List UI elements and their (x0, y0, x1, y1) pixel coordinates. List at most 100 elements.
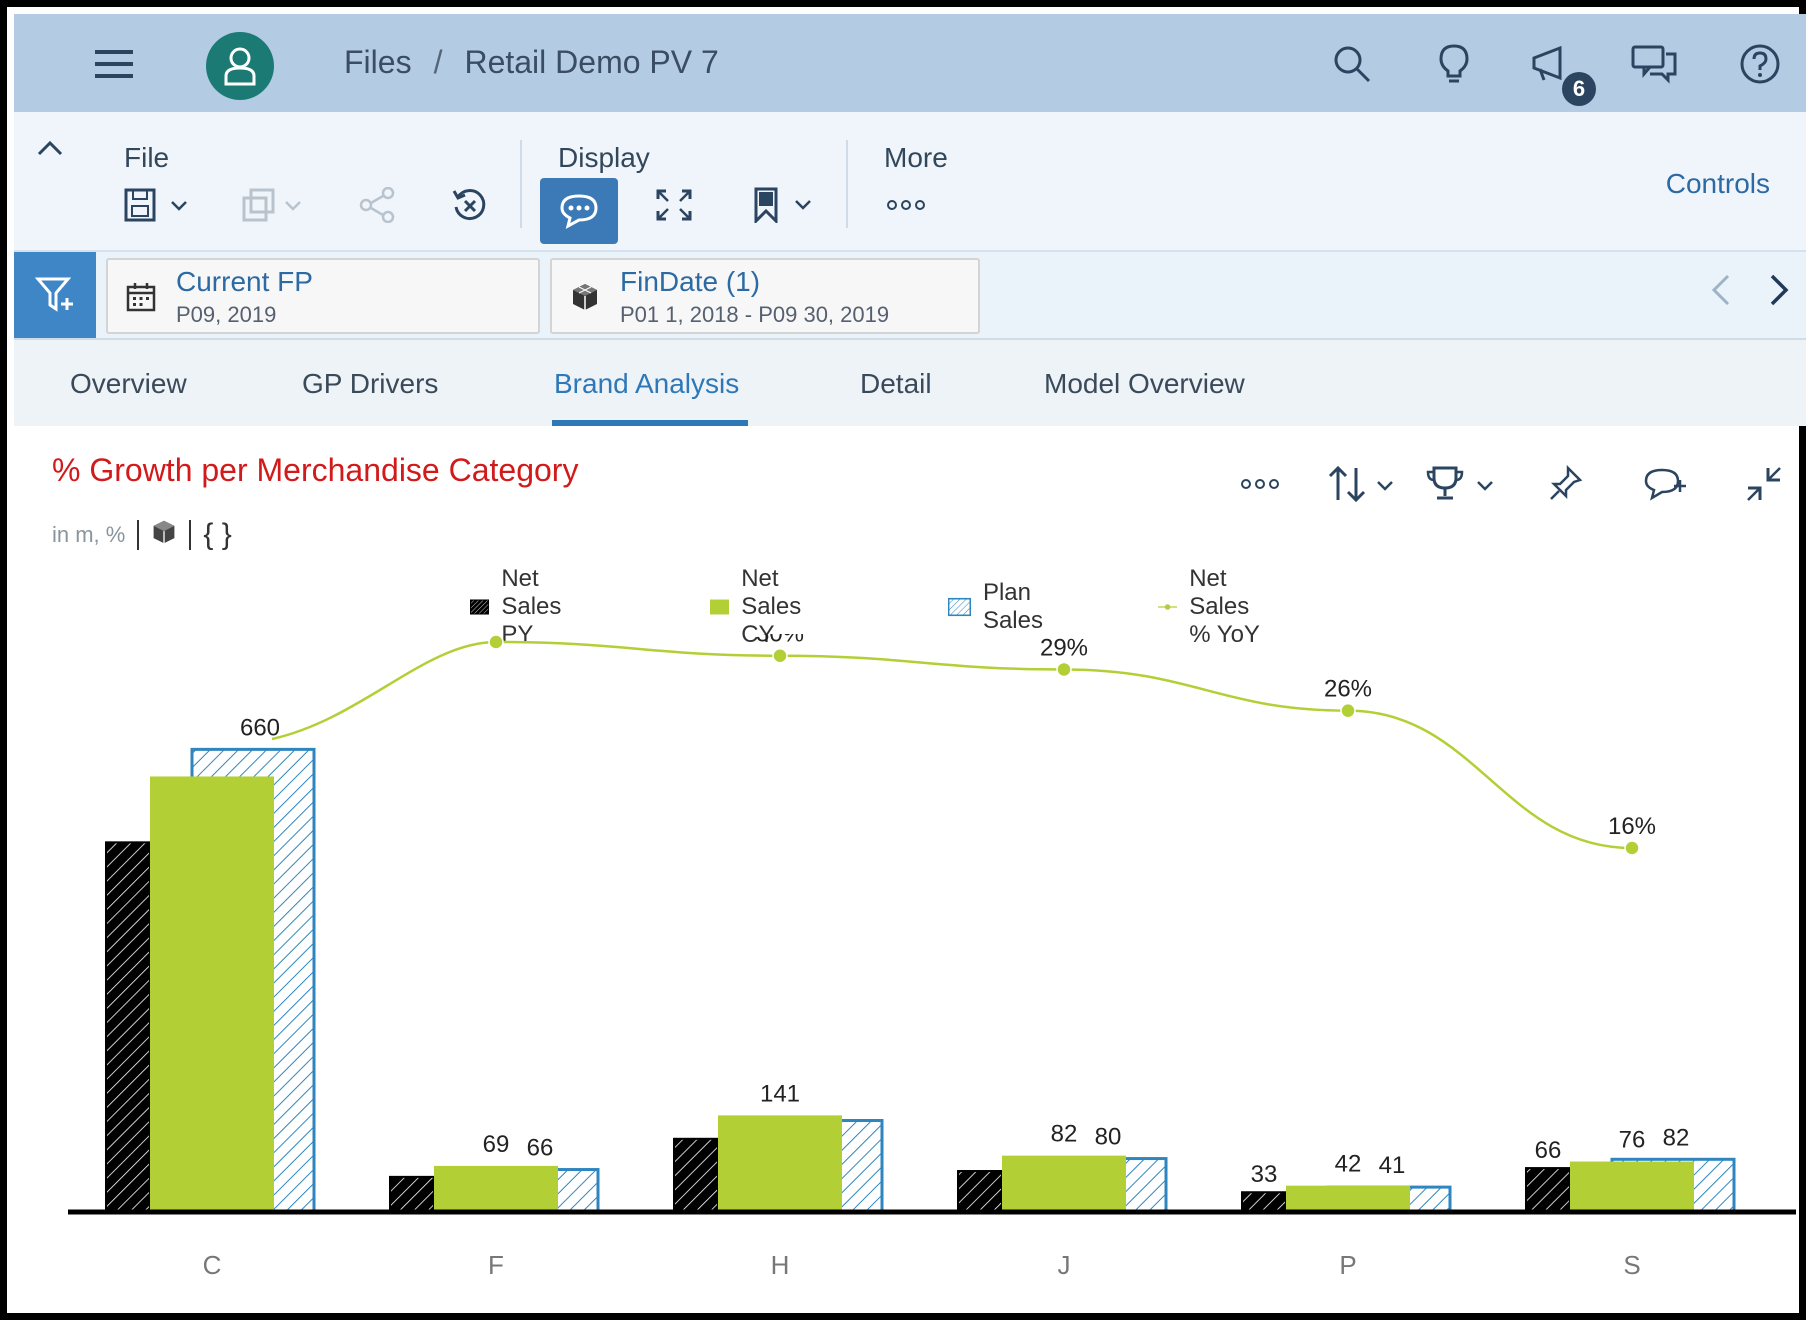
model-cube-icon (151, 519, 177, 551)
user-avatar[interactable] (206, 32, 274, 100)
bookmark-button[interactable] (750, 180, 818, 230)
data-label-py: 66 (1535, 1137, 1562, 1164)
line-point-yoy (488, 634, 504, 650)
subtitle-divider (189, 520, 192, 550)
bar-net-sales-cy (434, 1165, 558, 1212)
toolbar-divider (846, 140, 848, 228)
scroll-left-icon[interactable] (1708, 272, 1732, 318)
data-label-cy: 141 (760, 1080, 800, 1107)
add-comment-icon[interactable] (1642, 462, 1688, 506)
bar-net-sales-py (957, 1170, 1003, 1213)
x-tick-label: F (488, 1250, 504, 1280)
more-options-icon[interactable] (886, 180, 926, 230)
data-label-plan: 660 (240, 714, 280, 741)
user-icon (224, 47, 256, 86)
toolbar: File Display More Controls (14, 112, 1806, 252)
more-section-label: More (884, 142, 948, 173)
copy-button[interactable] (242, 180, 306, 230)
chat-icon[interactable] (1628, 38, 1680, 90)
tab-overview[interactable]: Overview (70, 368, 187, 399)
calendar-icon (126, 282, 156, 317)
data-label-py: 33 (1251, 1161, 1278, 1188)
comment-mode-button[interactable] (540, 178, 618, 244)
line-net-sales-yoy (271, 640, 1633, 850)
menu-icon[interactable] (88, 38, 140, 90)
breadcrumb-files[interactable]: Files (344, 44, 412, 80)
tab-gp-drivers[interactable]: GP Drivers (302, 368, 439, 399)
bar-net-sales-cy (1570, 1161, 1694, 1212)
filter-token-findate[interactable]: FinDate (1) P01 1, 2018 - P09 30, 2019 (550, 258, 980, 334)
data-label-yoy: 16% (1608, 813, 1656, 840)
bar-net-sales-py (1525, 1167, 1571, 1214)
x-tick-label: S (1623, 1250, 1640, 1280)
bar-net-sales-py (105, 841, 151, 1213)
data-label-plan: 82 (1663, 1124, 1690, 1151)
app-container: Files / Retail Demo PV 7 6 File (14, 14, 1806, 1320)
collapse-view-icon[interactable] (1744, 462, 1784, 506)
data-label-plan: 41 (1379, 1152, 1406, 1179)
chart-more-icon[interactable] (1240, 462, 1280, 506)
legend-label: Net Sales % YoY (1189, 565, 1260, 648)
ranking-trophy-icon[interactable] (1426, 462, 1498, 506)
bar-net-sales-cy (718, 1115, 842, 1212)
bar-net-sales-cy (150, 776, 274, 1212)
filter-value: P01 1, 2018 - P09 30, 2019 (620, 302, 890, 327)
data-label-cy: 42 (1335, 1151, 1362, 1178)
bar-net-sales-py (1241, 1191, 1287, 1214)
controls-button[interactable]: Controls (1665, 168, 1770, 199)
line-point-yoy (1624, 840, 1640, 856)
x-tick-label: P (1339, 1250, 1356, 1280)
breadcrumb-current: Retail Demo PV 7 (464, 44, 719, 80)
filter-value: P09, 2019 (176, 302, 277, 327)
data-label-yoy: 26% (1324, 676, 1372, 703)
data-label-plan: 80 (1095, 1124, 1122, 1151)
filter-token-current-fp[interactable]: Current FP P09, 2019 (106, 258, 540, 334)
breadcrumb-separator: / (433, 44, 443, 80)
legend-item-net-sales-yoy[interactable]: Net Sales % YoY (1158, 565, 1272, 648)
scroll-right-icon[interactable] (1768, 272, 1792, 318)
fullscreen-icon[interactable] (654, 180, 694, 230)
legend-item-net-sales-cy[interactable]: Net Sales CY (710, 565, 818, 648)
subtitle-divider (137, 520, 140, 550)
filter-title: Current FP (176, 266, 313, 297)
share-icon[interactable] (358, 180, 398, 230)
line-point-yoy (1340, 702, 1356, 719)
search-icon[interactable] (1326, 38, 1378, 90)
page-tabs: Overview GP Drivers Brand Analysis Detai… (14, 340, 1806, 426)
chart-title: % Growth per Merchandise Category (52, 452, 579, 488)
notification-badge[interactable]: 6 (1562, 72, 1596, 106)
legend-label: Net Sales CY (741, 565, 802, 648)
data-label-yoy: 29% (1040, 634, 1088, 661)
file-section-label: File (124, 142, 170, 173)
active-tab-indicator (552, 420, 748, 426)
formula-braces[interactable]: { } (203, 518, 232, 551)
bar-net-sales-cy (1286, 1185, 1410, 1212)
legend-item-plan-sales[interactable]: Plan Sales (948, 579, 1056, 634)
save-button[interactable] (124, 180, 192, 230)
chart-subtitle: in m, % { } (52, 518, 232, 552)
data-label-cy: 82 (1051, 1121, 1078, 1148)
collapse-chevron-icon[interactable] (36, 138, 64, 163)
legend-item-net-sales-py[interactable]: Net Sales PY (470, 565, 578, 648)
lightbulb-icon[interactable] (1428, 38, 1480, 90)
megaphone-icon[interactable] (1526, 38, 1578, 90)
tab-model-overview[interactable]: Model Overview (1044, 368, 1245, 399)
bar-net-sales-cy (1002, 1155, 1126, 1212)
legend-label: Net Sales PY (501, 565, 562, 648)
tab-detail[interactable]: Detail (860, 368, 932, 399)
unit-label: in m, % (52, 522, 126, 547)
bar-net-sales-py (389, 1175, 435, 1214)
comment-icon (560, 194, 598, 229)
data-label-cy: 69 (483, 1131, 510, 1158)
help-icon[interactable] (1734, 38, 1786, 90)
filter-add-icon (35, 277, 73, 312)
sort-icon[interactable] (1326, 462, 1398, 506)
revert-icon[interactable] (450, 180, 490, 230)
line-point-yoy (1056, 661, 1072, 678)
x-tick-label: C (203, 1250, 222, 1280)
pin-icon[interactable] (1548, 462, 1584, 506)
toolbar-divider (520, 140, 522, 228)
bar-net-sales-py (673, 1137, 719, 1213)
add-filter-button[interactable] (14, 252, 96, 338)
tab-brand-analysis[interactable]: Brand Analysis (554, 368, 740, 399)
